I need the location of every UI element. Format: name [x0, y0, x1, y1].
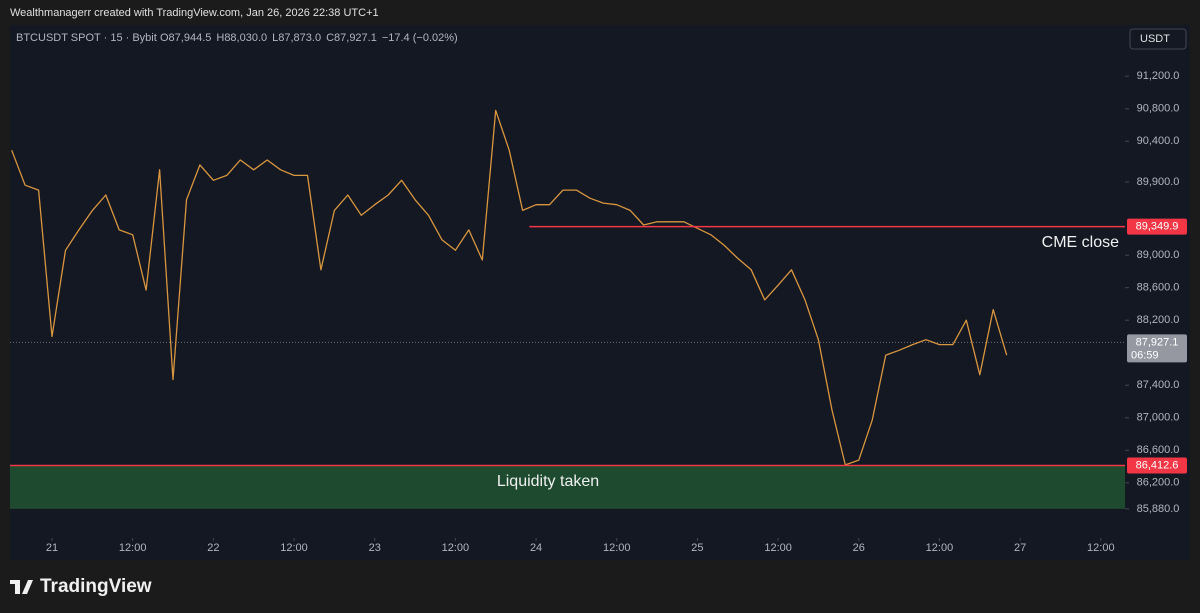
brand: TradingView	[40, 576, 152, 597]
currency[interactable]: USDT	[1140, 33, 1170, 45]
quote-value: O87,944.5	[160, 32, 211, 44]
x-tick-label: 24	[530, 542, 542, 554]
symbol: BTCUSDT SPOT · 15 · Bybit	[16, 32, 157, 44]
y-tick-label: 85,880.0	[1137, 503, 1180, 515]
level-name: Liquidity taken	[497, 473, 599, 490]
level-name: CME close	[1042, 234, 1119, 251]
brand-logo	[10, 580, 35, 594]
x-tick-label: 12:00	[280, 542, 308, 554]
quote-value: C87,927.1	[326, 32, 377, 44]
quote-value: L87,873.0	[272, 32, 321, 44]
quote-value: H88,030.0	[216, 32, 267, 44]
y-tick-label: 88,600.0	[1137, 282, 1180, 294]
x-tick-label: 23	[369, 542, 381, 554]
y-tick-label: 91,200.0	[1137, 70, 1180, 82]
y-tick-label: 90,400.0	[1137, 135, 1180, 147]
x-tick-label: 12:00	[442, 542, 470, 554]
last-price-tag	[1127, 334, 1187, 363]
y-tick-label: 90,800.0	[1137, 103, 1180, 115]
x-tick-label: 25	[691, 542, 703, 554]
y-tick-label: 88,200.0	[1137, 314, 1180, 326]
y-tick-label: 87,000.0	[1137, 412, 1180, 424]
countdown: 06:59	[1131, 349, 1159, 361]
liquidity-zone	[10, 465, 1125, 509]
x-tick-label: 12:00	[926, 542, 954, 554]
price-line	[11, 109, 1008, 466]
x-tick-label: 21	[46, 542, 58, 554]
attribution: Wealthmanagerr created with TradingView.…	[10, 7, 379, 19]
quote-value: −17.4 (−0.02%)	[382, 32, 458, 44]
level-tag-label: 86,412.6	[1136, 459, 1179, 471]
x-tick-label: 22	[207, 542, 219, 554]
x-tick-label: 26	[853, 542, 865, 554]
y-tick-label: 86,200.0	[1137, 477, 1180, 489]
x-tick-label: 12:00	[603, 542, 631, 554]
last-price-label: 87,927.1	[1136, 336, 1179, 348]
level-tag	[1127, 218, 1187, 235]
y-tick-label: 89,000.0	[1137, 249, 1180, 261]
currency-button[interactable]	[1129, 28, 1187, 50]
x-tick-label: 27	[1014, 542, 1026, 554]
x-tick-label: 12:00	[119, 542, 147, 554]
quote: O87,944.5 H88,030.0 L87,873.0 C87,927.1 −17.…	[160, 32, 458, 44]
level-tag	[1127, 457, 1187, 474]
y-tick-label: 87,400.0	[1137, 379, 1180, 391]
level-tag-label: 89,349.9	[1136, 221, 1179, 233]
x-tick-label: 12:00	[1087, 542, 1115, 554]
y-tick-label: 86,600.0	[1137, 444, 1180, 456]
x-tick-label: 12:00	[764, 542, 792, 554]
y-tick-label: 89,900.0	[1137, 176, 1180, 188]
